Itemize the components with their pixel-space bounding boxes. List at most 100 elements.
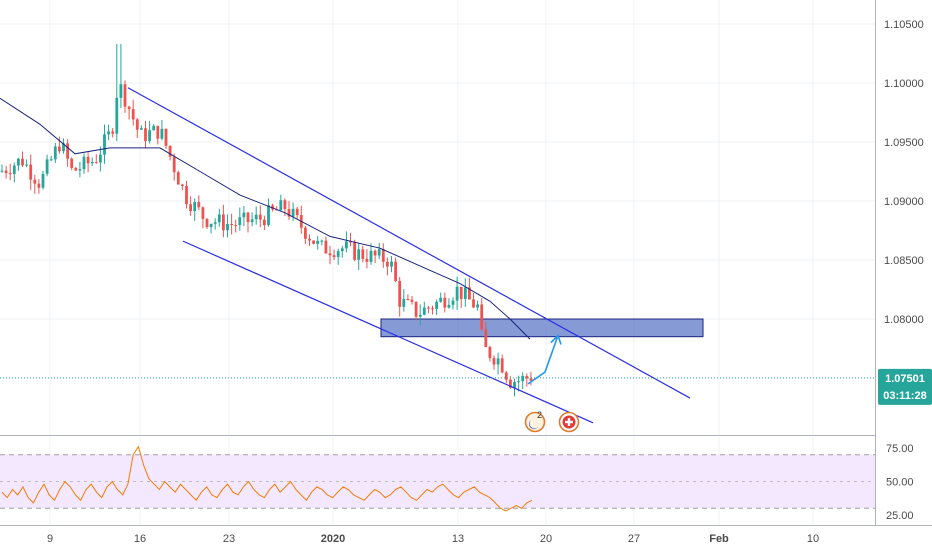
candle-body-79 [324,240,328,254]
candle-body-121 [496,358,500,365]
candle-body-111 [455,286,459,301]
candle-body-110 [451,300,455,305]
candle-body-109 [447,304,451,308]
candle-body-2 [8,173,12,175]
price-pane[interactable] [0,0,875,435]
flag-icon[interactable] [558,411,580,433]
candle-body-105 [431,308,434,310]
candle-body-0 [0,170,4,172]
candle-body-95 [390,261,393,267]
time-axis-label-8: 10 [807,533,819,545]
candle-body-60 [246,212,250,223]
candle-body-10 [41,173,45,188]
candle-body-32 [131,109,135,120]
candle-body-93 [381,249,385,262]
current-price-tag: 1.07501 03:11:28 [878,368,932,405]
candle-body-20 [82,156,86,170]
candle-body-80 [328,253,332,256]
candle-body-11 [45,159,49,174]
candle-body-5 [21,158,24,166]
candle-body-56 [230,224,233,226]
candle-body-106 [435,301,438,309]
candle-body-71 [291,208,295,217]
time-axis-label-0: 9 [47,533,53,545]
countdown-label: 03:11:28 [883,390,926,402]
candle-body-28 [115,97,119,134]
candle-body-88 [361,249,365,259]
candle-body-124 [509,379,512,388]
channel-upper-line[interactable] [127,87,691,399]
candle-body-40 [164,128,168,146]
candle-body-122 [500,358,504,373]
time-axis-label-5: 20 [540,533,552,545]
candle-body-103 [422,307,426,315]
candle-body-62 [254,214,258,220]
candle-body-45 [185,186,188,205]
rsi-axis[interactable]: 75.00 50.00 25.00 [886,443,914,522]
candle-body-119 [488,347,492,359]
time-axis-label-1: 16 [134,533,146,545]
candle-body-128 [525,376,529,379]
candle-body-51 [209,223,213,228]
candle-body-8 [33,179,37,184]
time-axis[interactable]: 9 16 23 2020 13 20 27 Feb 10 [47,533,819,545]
candle-body-94 [386,261,389,267]
candle-body-102 [418,314,422,317]
candle-body-34 [140,128,143,130]
candle-body-44 [181,184,184,187]
time-axis-label-3: 2020 [321,533,345,545]
candle-body-87 [357,249,361,260]
time-axis-label-2: 23 [223,533,235,545]
event-badge-count: 2 [537,410,542,420]
candle-body-58 [238,217,242,226]
candle-body-69 [283,200,287,210]
candle-body-84 [345,241,348,249]
candle-body-53 [217,214,221,223]
candle-body-90 [369,250,373,262]
candle-body-82 [336,251,340,258]
projection-arrow[interactable] [527,335,559,385]
time-axis-label-7: Feb [709,533,729,545]
candle-body-39 [160,128,164,139]
candle-body-7 [29,164,33,180]
candle-body-76 [312,240,315,244]
price-axis[interactable]: 1.10500 1.10000 1.09500 1.09000 1.08500 1.080… [884,19,924,326]
candle-body-13 [53,146,57,160]
time-axis-label-4: 13 [452,533,464,545]
candle-body-48 [197,202,201,208]
candle-body-99 [406,298,410,300]
candle-body-42 [172,156,176,173]
candle-body-1 [4,170,8,174]
candle-body-41 [168,145,172,157]
price-axis-label-5: 1.08000 [884,314,924,326]
candle-body-6 [25,164,28,166]
candle-body-86 [353,241,356,260]
candle-body-14 [58,146,61,152]
candle-body-115 [472,299,475,308]
candle-body-4 [17,158,20,166]
candle-body-81 [332,255,336,258]
candle-body-117 [480,304,484,330]
candle-body-92 [377,249,381,256]
candle-body-31 [127,106,131,110]
rsi-line [1,445,533,512]
resistance-zone[interactable] [380,318,704,338]
economic-event-icon[interactable]: 2 [524,410,546,433]
channel-lower-line[interactable] [182,240,594,424]
candle-body-78 [320,240,324,242]
candle-body-19 [78,169,82,171]
candle-body-27 [111,131,115,134]
rsi-axis-label-0: 75.00 [886,443,914,455]
price-axis-label-2: 1.09500 [884,137,924,149]
candle-body-72 [295,208,299,216]
candle-body-9 [37,183,41,188]
candle-body-59 [242,212,246,218]
candle-body-127 [521,376,525,382]
candle-body-97 [398,281,402,307]
candle-body-49 [201,207,205,219]
projection-arrowhead [550,334,562,345]
candle-body-91 [373,250,377,256]
candle-body-96 [394,261,397,282]
price-axis-label-1: 1.10000 [884,78,924,90]
